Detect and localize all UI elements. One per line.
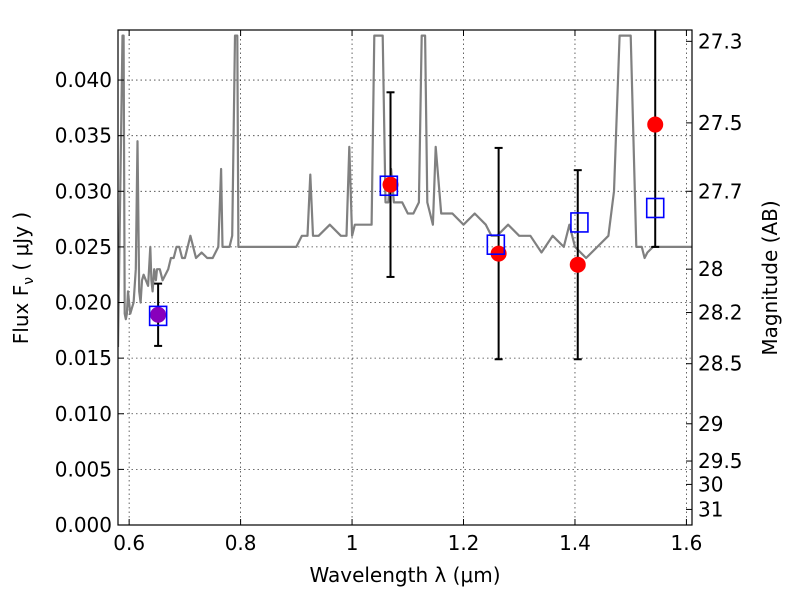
y-tick-label: 0.020 xyxy=(55,291,112,315)
model-point xyxy=(486,234,506,255)
y-axis-label-main: Flux F xyxy=(9,285,33,344)
errorbar-layer xyxy=(154,30,660,361)
right-axis-label: Magnitude (AB) xyxy=(758,200,782,355)
y-axis-label: Flux Fν ( μJy ) xyxy=(9,212,37,344)
y-tick-label: 0.040 xyxy=(55,68,112,92)
x-tick-label: 0.6 xyxy=(113,531,145,555)
y-tick-label: 0.025 xyxy=(55,235,112,259)
grid xyxy=(118,30,692,526)
y-tick-label: 0.030 xyxy=(55,179,112,203)
model-point xyxy=(379,175,399,197)
data-points-layer xyxy=(148,116,665,327)
observed-point xyxy=(150,306,167,323)
x-tick-label: 0.8 xyxy=(225,531,257,555)
y-tick-label: 0.000 xyxy=(55,513,112,537)
y-axis-label-subscript: ν xyxy=(21,277,37,285)
spectrum-line xyxy=(118,34,692,348)
mag-tick-label: 27.5 xyxy=(698,111,743,135)
x-tick-label: 1.4 xyxy=(559,531,591,555)
y-axis-label-unit: ( μJy ) xyxy=(9,212,33,277)
spectrum-layer xyxy=(118,34,692,348)
observed-point xyxy=(382,176,399,193)
plot-frame xyxy=(117,29,693,526)
model-point xyxy=(645,197,665,219)
mag-tick-label: 29 xyxy=(698,412,723,436)
model-point xyxy=(570,212,589,233)
mag-tick-label: 27.3 xyxy=(698,29,743,53)
x-tick-label: 1.2 xyxy=(448,531,480,555)
observed-point xyxy=(647,116,664,133)
mag-tick-label: 31 xyxy=(698,497,723,521)
mag-tick-label: 27.7 xyxy=(698,179,743,203)
y-tick-label: 0.010 xyxy=(55,402,112,426)
mag-tick-label: 28.5 xyxy=(698,352,743,376)
x-tick-label: 1.6 xyxy=(671,531,703,555)
model-point xyxy=(148,305,168,327)
x-axis-label: Wavelength λ (μm) xyxy=(309,563,500,587)
x-tick-label: 1 xyxy=(346,531,359,555)
observed-point xyxy=(569,256,586,273)
mag-tick-label: 28 xyxy=(698,257,723,281)
y-tick-label: 0.005 xyxy=(55,457,112,481)
y-tick-label: 0.015 xyxy=(55,346,112,370)
mag-tick-label: 29.5 xyxy=(698,449,743,473)
y-tick-label: 0.035 xyxy=(55,124,112,148)
mag-tick-label: 30 xyxy=(698,472,723,496)
ticks-layer: 0.6 0.8 1 1.2 1.4 1.6 0.000 0.005 0.010 0.015 0.02… xyxy=(55,29,743,555)
mag-tick-label: 28.2 xyxy=(698,301,743,325)
